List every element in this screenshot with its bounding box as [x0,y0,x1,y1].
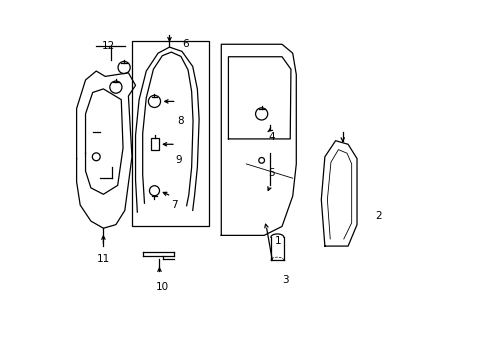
Text: 2: 2 [374,211,381,221]
Text: 3: 3 [282,275,288,285]
Bar [151,138,159,150]
Text: 12: 12 [102,41,115,51]
Bar [132,41,208,226]
Text: 4: 4 [267,132,274,142]
Text: 1: 1 [275,236,281,246]
Text: 11: 11 [97,253,110,264]
Text: 8: 8 [177,116,183,126]
Text: 10: 10 [156,282,168,292]
Text: 5: 5 [267,168,274,178]
Text: 7: 7 [171,200,178,210]
Text: 6: 6 [182,39,188,49]
Text: 9: 9 [175,156,182,165]
